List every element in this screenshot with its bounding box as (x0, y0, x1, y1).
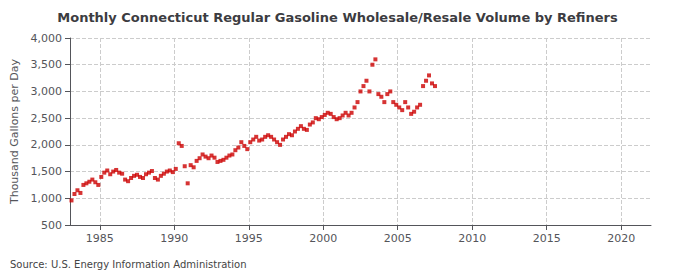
svg-text:Monthly Connecticut Regular Ga: Monthly Connecticut Regular Gasoline Who… (57, 10, 618, 25)
svg-text:2015: 2015 (533, 232, 561, 245)
svg-text:2000: 2000 (309, 232, 337, 245)
svg-text:2,000: 2,000 (31, 138, 63, 151)
svg-text:2005: 2005 (384, 232, 412, 245)
svg-text:1,000: 1,000 (31, 192, 63, 205)
svg-text:4,000: 4,000 (31, 32, 63, 45)
svg-text:Thousand Gallons per Day: Thousand Gallons per Day (8, 58, 21, 205)
svg-text:2010: 2010 (458, 232, 486, 245)
svg-text:1995: 1995 (235, 232, 263, 245)
svg-text:2020: 2020 (607, 232, 635, 245)
svg-text:Source: U.S. Energy Informatio: Source: U.S. Energy Information Administ… (10, 259, 247, 270)
svg-text:1,500: 1,500 (31, 165, 63, 178)
svg-text:2,500: 2,500 (31, 112, 63, 125)
svg-text:1990: 1990 (160, 232, 188, 245)
svg-text:3,000: 3,000 (31, 85, 63, 98)
svg-text:3,500: 3,500 (31, 58, 63, 71)
svg-text:500: 500 (41, 219, 62, 232)
svg-text:1985: 1985 (86, 232, 114, 245)
